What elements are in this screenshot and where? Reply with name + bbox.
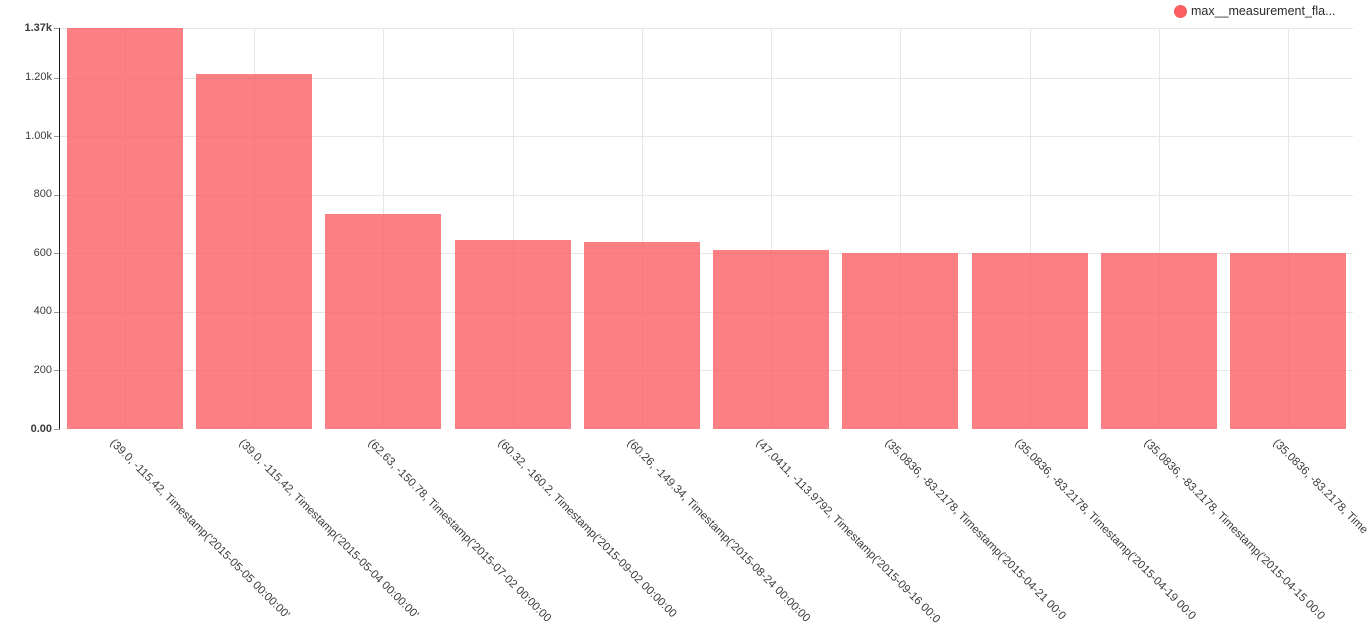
- x-tick-label: (35.0836, -83.2178, Time: [1270, 437, 1367, 537]
- y-tick-mark: [54, 429, 60, 430]
- h-gridline: [60, 311, 1353, 313]
- bar[interactable]: [1230, 253, 1347, 429]
- y-tick-mark: [54, 136, 60, 138]
- bar[interactable]: [195, 73, 312, 429]
- h-gridline: [60, 136, 1353, 138]
- y-tick-label: 200: [33, 363, 52, 376]
- v-gridline: [771, 28, 773, 429]
- bar[interactable]: [325, 213, 442, 429]
- y-tick-label: 1.00k: [25, 129, 52, 142]
- y-tick-mark: [54, 28, 60, 29]
- y-tick-label: 1.37k: [24, 21, 52, 34]
- bar[interactable]: [66, 28, 183, 429]
- legend-marker-icon: [1174, 4, 1187, 18]
- legend-item[interactable]: max__measurement_fla...: [1174, 4, 1336, 18]
- bar[interactable]: [583, 241, 700, 429]
- y-tick-mark: [54, 77, 60, 79]
- v-gridline: [900, 28, 902, 429]
- y-tick-label: 1.20k: [25, 71, 52, 84]
- v-gridline: [1029, 28, 1031, 429]
- bar[interactable]: [971, 253, 1088, 429]
- y-tick-mark: [54, 253, 60, 255]
- h-gridline: [60, 194, 1353, 196]
- h-gridline: [60, 253, 1353, 255]
- y-tick-label: 400: [33, 305, 52, 318]
- y-tick-mark: [54, 370, 60, 372]
- bar[interactable]: [1101, 253, 1218, 429]
- y-tick-label: 600: [33, 246, 52, 259]
- bar[interactable]: [713, 250, 830, 429]
- h-gridline: [60, 28, 1353, 29]
- h-gridline: [60, 77, 1353, 79]
- y-tick-label: 800: [33, 188, 52, 201]
- h-gridline: [60, 370, 1353, 372]
- y-axis-line: [58, 28, 60, 429]
- y-tick-label: 0.00: [30, 422, 52, 435]
- y-tick-mark: [54, 311, 60, 313]
- bar[interactable]: [454, 239, 571, 429]
- v-gridline: [1159, 28, 1161, 429]
- y-tick-mark: [54, 194, 60, 196]
- v-gridline: [1288, 28, 1290, 429]
- bar[interactable]: [842, 252, 959, 429]
- v-gridline: [512, 28, 514, 429]
- v-gridline: [641, 28, 643, 429]
- legend-label: max__measurement_fla...: [1191, 4, 1336, 18]
